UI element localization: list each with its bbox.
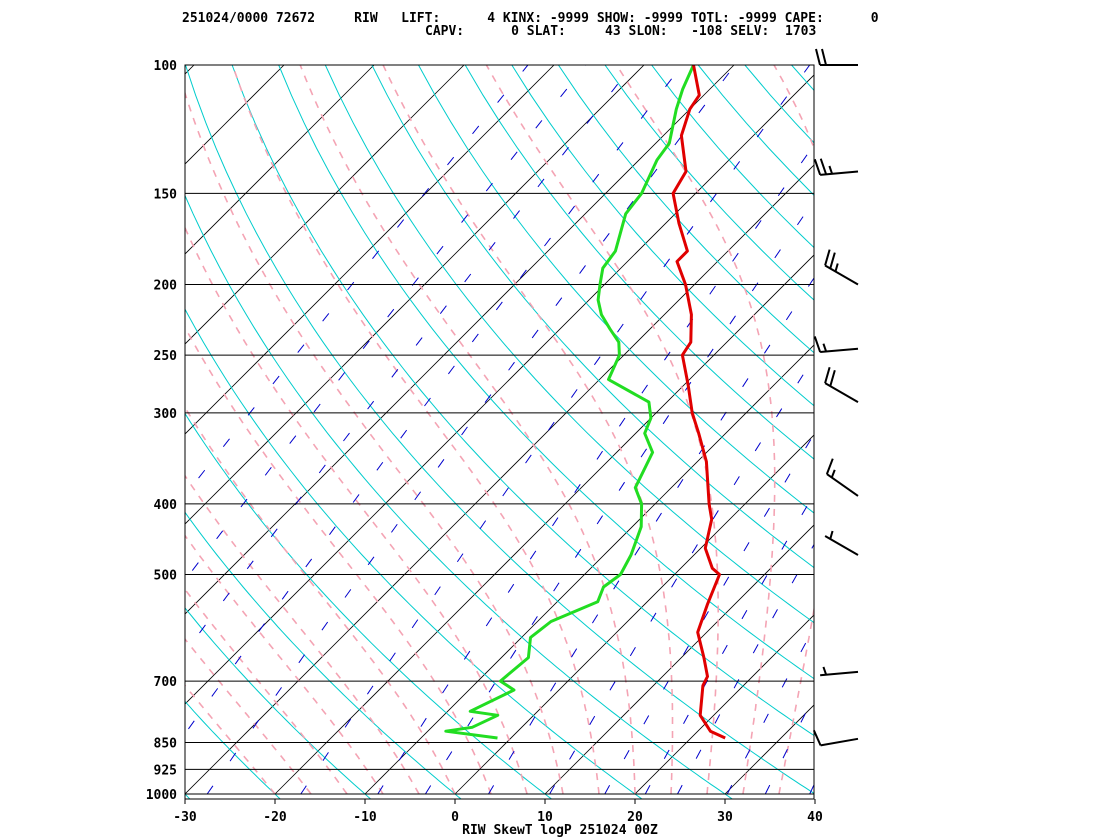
isotherm-line xyxy=(274,254,814,795)
isotherm-line xyxy=(185,65,645,525)
isotherm-line xyxy=(185,74,814,705)
dewpoint-profile xyxy=(444,65,695,740)
wind-barb xyxy=(824,249,859,286)
mixing-ratio-line xyxy=(488,277,814,795)
pressure-label: 100 xyxy=(154,59,178,74)
isotherm-line xyxy=(364,344,814,795)
dry-adiabat-line xyxy=(697,65,814,196)
moist-adiabat-line xyxy=(185,534,384,795)
dry-adiabat-line xyxy=(464,65,814,460)
wind-barb xyxy=(812,729,859,747)
dry-adiabat-line xyxy=(185,511,462,799)
dry-adiabat-line xyxy=(185,793,191,799)
mixing-ratio-line xyxy=(185,65,529,497)
wind-barb xyxy=(824,366,859,403)
header-line-2: CAPV: 0 SLAT: 43 SLON: -108 SELV: 1703 xyxy=(425,24,816,39)
dry-adiabat-line xyxy=(511,65,814,407)
dry-adiabat-line xyxy=(418,65,814,514)
temperature-label: 10 xyxy=(537,810,553,825)
temperature-label: -10 xyxy=(353,810,377,825)
moist-adiabat-line xyxy=(185,406,456,795)
dry-adiabat-line xyxy=(324,65,814,624)
isotherm-line xyxy=(544,524,814,795)
moist-adiabat-line xyxy=(382,65,674,795)
wind-barb xyxy=(813,158,859,176)
wind-barb xyxy=(813,336,859,354)
mixing-ratio-line xyxy=(764,695,814,795)
pressure-axis-labels: 100 150 200 250 300 400 500 700 850 925 1000 xyxy=(146,59,177,803)
pressure-label: 150 xyxy=(154,187,178,202)
pressure-label: 700 xyxy=(154,675,178,690)
dry-adiabat-line xyxy=(744,65,814,144)
background-lines xyxy=(0,65,1120,809)
moist-adiabat-line xyxy=(185,474,420,795)
mixing-ratio-line xyxy=(726,626,814,795)
wind-barb xyxy=(824,530,859,556)
chart-footer: RIW SkewT logP 251024 00Z xyxy=(462,823,658,838)
moist-adiabat-line xyxy=(185,684,276,795)
isotherm-line xyxy=(0,65,104,794)
pressure-label: 250 xyxy=(154,349,178,364)
dry-adiabat-line xyxy=(371,65,814,569)
temperature-label: -30 xyxy=(173,810,197,825)
moist-adiabat-line xyxy=(299,65,636,794)
pressure-label: 200 xyxy=(154,278,178,293)
dry-adiabat-line xyxy=(791,65,814,92)
temperature-profile xyxy=(671,65,726,740)
header-line-1: 251024/0000 72672 RIW LIFT: 4 KINX: -999… xyxy=(182,11,879,26)
profiles xyxy=(444,65,726,740)
mixing-ratio-line xyxy=(206,65,736,795)
isotherm-line xyxy=(724,704,814,795)
temperature-label: -20 xyxy=(263,810,287,825)
isotherm-line xyxy=(185,65,555,435)
temperature-label: 0 xyxy=(451,810,459,825)
temperature-label: 20 xyxy=(627,810,643,825)
mixing-ratio-line xyxy=(185,65,587,581)
moist-adiabat-line xyxy=(185,325,492,795)
moist-adiabat-line xyxy=(231,65,600,795)
dry-adiabat-line xyxy=(185,700,282,799)
isotherm-line xyxy=(185,65,735,615)
temperature-label: 40 xyxy=(807,810,823,825)
dry-adiabat-line xyxy=(557,65,814,354)
mixing-ratio-line xyxy=(549,356,814,795)
dry-adiabat-line xyxy=(278,65,814,680)
mixing-ratio-line xyxy=(644,493,814,795)
pressure-label: 400 xyxy=(154,498,178,513)
dry-adiabat-line xyxy=(931,65,1120,809)
dry-adiabat-line xyxy=(185,65,814,794)
pressure-label: 500 xyxy=(154,569,178,584)
pressure-label: 925 xyxy=(154,763,177,778)
temperature-axis-labels: -30 -20 -10 0 10 20 30 40 xyxy=(173,799,823,825)
wind-barb xyxy=(815,48,858,66)
moist-adiabat-line xyxy=(185,588,348,795)
isotherm-line xyxy=(454,434,814,795)
mixing-ratio-line xyxy=(845,65,1120,794)
wind-barb xyxy=(825,458,859,497)
dry-adiabat-line xyxy=(185,412,553,799)
dry-adiabat-line xyxy=(185,308,643,799)
moist-adiabat-line xyxy=(185,225,528,795)
isotherm-line xyxy=(185,65,285,165)
isotherm-line xyxy=(815,65,1120,794)
dry-adiabat-line xyxy=(885,65,1120,809)
dry-adiabat-line xyxy=(231,65,814,737)
pressure-label: 850 xyxy=(154,737,178,752)
dry-adiabat-line xyxy=(838,65,1120,809)
wind-barbs xyxy=(812,48,859,747)
temperature-label: 30 xyxy=(717,810,733,825)
mixing-ratio-line xyxy=(809,783,814,795)
isotherm-line xyxy=(634,614,814,795)
pressure-label: 300 xyxy=(154,407,178,422)
isotherm-line xyxy=(185,65,465,345)
wind-barb xyxy=(820,666,859,677)
pressure-label: 1000 xyxy=(146,788,177,803)
isotherm-line xyxy=(185,65,375,255)
plot-frame xyxy=(184,64,815,800)
